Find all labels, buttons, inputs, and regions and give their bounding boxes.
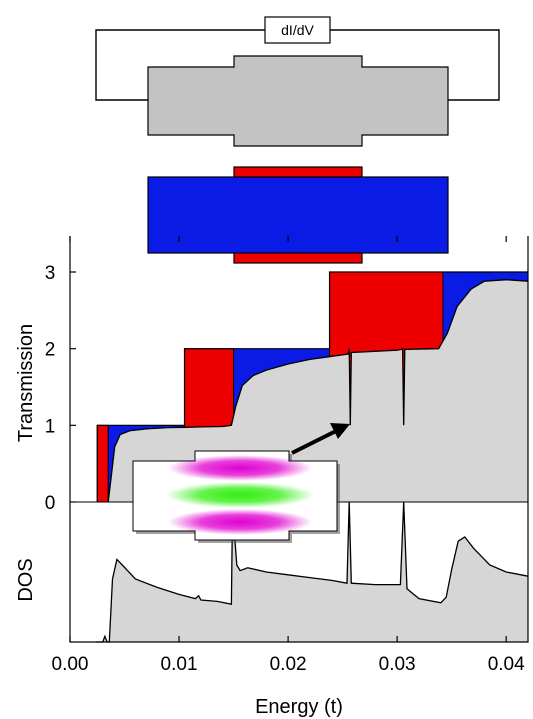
transmission-curve (107, 279, 529, 503)
annotation-arrow (291, 423, 350, 455)
y-tick-label: 2 (45, 340, 56, 361)
dos-area (96, 502, 529, 642)
y-tick-label: 0 (45, 493, 56, 514)
dos-plot (96, 501, 529, 643)
x-tick-label: 0.00 (52, 654, 89, 675)
energy-x-ticks: 0.00 0.01 0.02 0.03 0.04 (52, 236, 525, 675)
y-tick-label: 1 (45, 416, 56, 437)
transmission-area (108, 279, 529, 502)
wavefunction-inset (132, 450, 340, 543)
dos-curve (96, 501, 529, 643)
wavefunction-lobe-top (168, 455, 312, 481)
x-tick-label: 0.03 (379, 654, 416, 675)
plot-frame (69, 236, 529, 643)
energy-x-label: Energy (t) (255, 696, 343, 718)
circuit-wire-left (95, 29, 265, 101)
device-colored (147, 166, 449, 264)
axes: 0 1 2 3 0.00 0.01 0.02 0.03 0.04 Transmission D… (15, 236, 529, 718)
meter-box (264, 16, 331, 44)
x-tick-label: 0.04 (488, 654, 525, 675)
y-tick-label: 3 (45, 263, 56, 284)
meter-label: dI/dV (281, 22, 314, 38)
transmission-step-outline (328, 271, 528, 349)
device-blue-block (147, 176, 449, 254)
transmission-step-outline (183, 348, 330, 426)
circuit: dI/dV (95, 16, 500, 101)
x-tick-label: 0.01 (161, 654, 198, 675)
device-gray (147, 55, 449, 147)
arrow-shaft (291, 429, 337, 455)
arrow-head (330, 423, 350, 439)
wavefunction-lobe-middle (166, 482, 314, 508)
transmission-y-label: Transmission (15, 324, 37, 442)
circuit-wire-right (330, 29, 500, 101)
x-tick-label: 0.02 (270, 654, 307, 675)
transmission-y-ticks: 0 1 2 3 (45, 263, 76, 514)
dos-y-label: DOS (15, 558, 37, 601)
transmission-step-red (96, 424, 109, 503)
transmission-step-outline (96, 424, 185, 502)
wavefunction-lobe-bottom (168, 509, 312, 535)
